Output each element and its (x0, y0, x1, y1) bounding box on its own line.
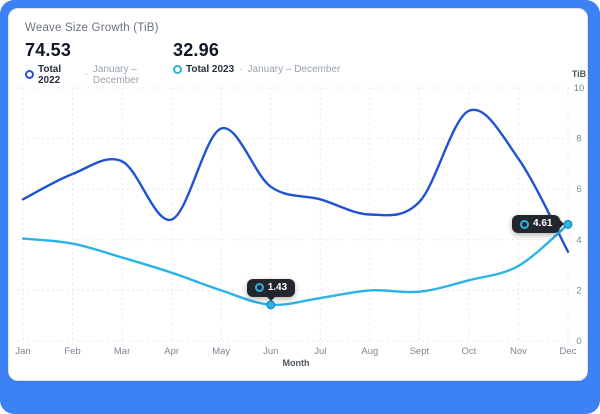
series-paths (21, 108, 570, 307)
chart-svg[interactable]: 0 2 4 6 8 10 TiB Jan Feb Mar Apr May Jun Jul Aug Sept Oc… (9, 9, 589, 382)
y-tick-label: 8 (576, 134, 581, 145)
stat-2023-value: 32.96 (173, 40, 220, 60)
legend-2022-label: Total 2022 (38, 63, 62, 86)
tooltip-dec-2023: 4.61 (512, 215, 561, 234)
y-tick-label: 2 (576, 285, 581, 296)
x-tick-label: Feb (64, 346, 80, 357)
y-tick-label: 4 (576, 235, 581, 246)
series-line-total-2023 (21, 223, 570, 307)
series-2023-ring-icon (254, 283, 264, 293)
x-tick-label: Jun (263, 346, 278, 357)
series-2022-ring-icon (25, 70, 34, 80)
chart-title: Weave Size Growth (TiB) (25, 22, 159, 34)
x-tick-label: Dec (560, 346, 577, 357)
tooltip-jun-2023: 1.43 (246, 278, 296, 297)
x-tick-label: Aug (361, 346, 378, 357)
series-2023-ring-icon (520, 219, 529, 229)
tooltip-value: 4.61 (533, 218, 553, 230)
x-tick-label: Mar (114, 346, 130, 357)
series-line-total-2022 (21, 108, 570, 253)
stats-row: 74.53 Total 2022 · January – December 32… (25, 40, 571, 86)
x-axis-title: Month (283, 358, 310, 368)
x-tick-label: Jul (314, 346, 326, 357)
legend-item-2022[interactable]: Total 2022 · January – December (25, 64, 173, 86)
x-tick-label: Nov (510, 346, 527, 357)
grid-lines (17, 87, 571, 347)
tooltip-value: 1.43 (267, 281, 288, 293)
legend-separator: · (239, 63, 243, 75)
x-tick-label: Apr (164, 346, 179, 357)
axis-labels: 0 2 4 6 8 10 TiB Jan Feb Mar Apr May Jun Jul Aug Sept Oc… (15, 69, 586, 368)
y-tick-label: 0 (576, 336, 581, 347)
series-2023-ring-icon (173, 64, 182, 74)
y-tick-label: 10 (574, 83, 585, 94)
y-tick-label: 6 (576, 184, 581, 195)
legend-item-2023[interactable]: Total 2023 · January – December (173, 64, 340, 75)
data-point-dot (563, 219, 573, 229)
x-tick-label: Oct (462, 346, 477, 357)
stat-block-2023: 32.96 Total 2023 · January – December (173, 40, 340, 86)
stat-2022-value: 74.53 (25, 40, 72, 60)
y-axis-title: TiB (572, 69, 587, 79)
x-tick-label: Jan (15, 346, 30, 357)
data-point-dot (266, 300, 276, 310)
legend-separator: · (84, 69, 88, 81)
legend-2023-period: January – December (247, 63, 341, 75)
legend-2022-period: January – December (92, 63, 140, 86)
legend-2023-label: Total 2023 (186, 63, 235, 75)
x-tick-label: Sept (410, 346, 430, 357)
x-tick-label: May (212, 346, 230, 357)
stat-block-2022: 74.53 Total 2022 · January – December (25, 40, 173, 86)
card-header: Weave Size Growth (TiB) 74.53 Total 2022… (25, 22, 571, 86)
chart-card: 0 2 4 6 8 10 TiB Jan Feb Mar Apr May Jun Jul Aug Sept Oc… (8, 8, 588, 381)
